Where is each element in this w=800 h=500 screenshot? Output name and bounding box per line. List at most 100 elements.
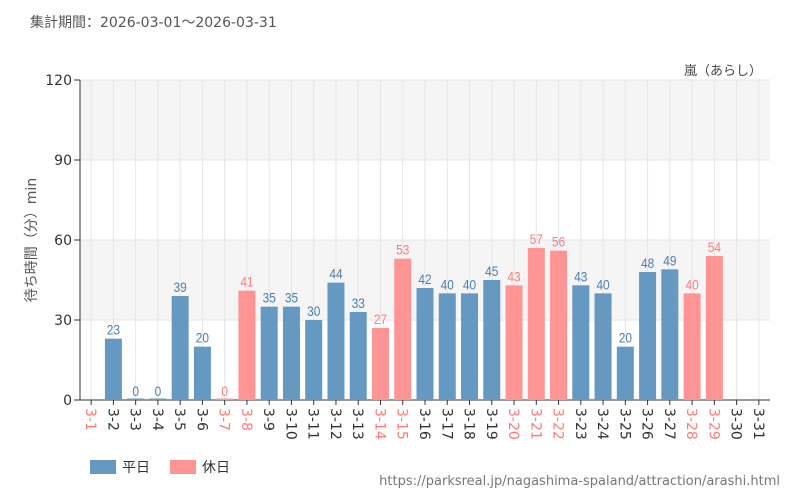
x-tick-label: 3-30 [728,408,744,440]
legend-label-weekday: 平日 [122,460,150,476]
bar [505,285,523,400]
bar [483,280,501,400]
x-tick-label: 3-4 [149,408,165,431]
x-tick-label: 3-10 [282,408,298,440]
bar [683,293,701,400]
bar [594,293,612,400]
bar [349,312,367,400]
x-tick-label: 3-27 [661,408,677,440]
y-tick-label: 60 [54,233,72,249]
bar [238,290,256,400]
bar [327,282,345,400]
bar [149,398,167,400]
x-tick-label: 3-28 [683,408,699,440]
x-tick-label: 3-31 [750,408,766,440]
bar-value-label: 33 [352,295,365,311]
bar-value-label: 23 [107,322,120,338]
bar-value-label: 20 [619,330,632,346]
x-tick-label: 3-21 [527,408,543,440]
bar-value-label: 35 [263,290,276,306]
bar [371,328,389,400]
bar-value-label: 45 [485,263,498,279]
bar-value-label: 0 [132,383,139,399]
bar-value-label: 41 [240,274,253,290]
y-tick-label: 90 [54,153,72,169]
period-label: 集計期間：2026-03-01～2026-03-31 [30,15,277,31]
bar-value-label: 35 [285,290,298,306]
bar-value-label: 40 [441,276,454,292]
legend-label-holiday: 休日 [202,460,230,476]
x-tick-label: 3-15 [394,408,410,440]
bar-value-label: 56 [552,234,565,250]
bar-value-label: 30 [307,303,320,319]
source-url[interactable]: https://parksreal.jp/nagashima-spaland/a… [379,474,780,489]
x-tick-label: 3-12 [327,408,343,440]
bar [305,320,323,400]
bar [193,346,211,400]
bar-value-label: 49 [663,252,676,268]
attraction-name: 嵐（あらし） [683,64,762,79]
bar-value-label: 57 [530,231,543,247]
legend-swatch-weekday [90,460,116,474]
bar [661,269,679,400]
x-tick-label: 3-29 [705,408,721,440]
bar [216,398,234,400]
bar [127,398,145,400]
bar-value-label: 48 [641,255,654,271]
bar-value-label: 44 [329,266,342,282]
bar [639,272,657,400]
x-tick-label: 3-23 [572,408,588,440]
bar-value-label: 42 [418,271,431,287]
bar-value-label: 40 [463,276,476,292]
bar-value-label: 0 [155,383,162,399]
bar [461,293,479,400]
x-tick-label: 3-3 [127,408,143,431]
bar [171,296,189,400]
bar [282,306,300,400]
x-tick-label: 3-18 [461,408,477,440]
x-tick-label: 3-6 [193,408,209,431]
x-tick-label: 3-5 [171,408,187,431]
x-tick-label: 3-11 [305,408,321,440]
bar [104,338,122,400]
legend: 平日 休日 [90,457,230,477]
x-tick-label: 3-1 [82,408,98,431]
y-tick-label: 0 [63,393,72,409]
x-tick-label: 3-20 [505,408,521,440]
bar-value-label: 0 [221,383,228,399]
legend-holiday[interactable]: 休日 [170,457,230,477]
bar [705,256,723,400]
x-tick-label: 3-14 [371,408,387,440]
bar-value-label: 39 [174,279,187,295]
x-tick-label: 3-16 [416,408,432,440]
x-tick-label: 3-9 [260,408,276,431]
x-tick-label: 3-8 [238,408,254,431]
legend-swatch-holiday [170,460,196,474]
y-tick-label: 120 [45,73,72,89]
bar-value-label: 43 [507,268,520,284]
x-tick-label: 3-13 [349,408,365,440]
x-tick-label: 3-2 [104,408,120,431]
bar [616,346,634,400]
bar [572,285,590,400]
bar [416,288,434,400]
bar-value-label: 43 [574,268,587,284]
bar-value-label: 20 [196,330,209,346]
x-tick-label: 3-22 [550,408,566,440]
x-tick-label: 3-7 [216,408,232,431]
x-tick-label: 3-17 [438,408,454,440]
bar-value-label: 40 [685,276,698,292]
x-tick-label: 3-19 [483,408,499,440]
bar [438,293,456,400]
bar [394,258,412,400]
bar-value-label: 53 [396,242,409,258]
bar [527,248,545,400]
y-tick-label: 30 [54,313,72,329]
bar-value-label: 54 [708,239,721,255]
bar [550,250,568,400]
x-tick-label: 3-25 [616,408,632,440]
legend-weekday[interactable]: 平日 [90,457,150,477]
bar-value-label: 27 [374,311,387,327]
x-tick-label: 3-26 [639,408,655,440]
